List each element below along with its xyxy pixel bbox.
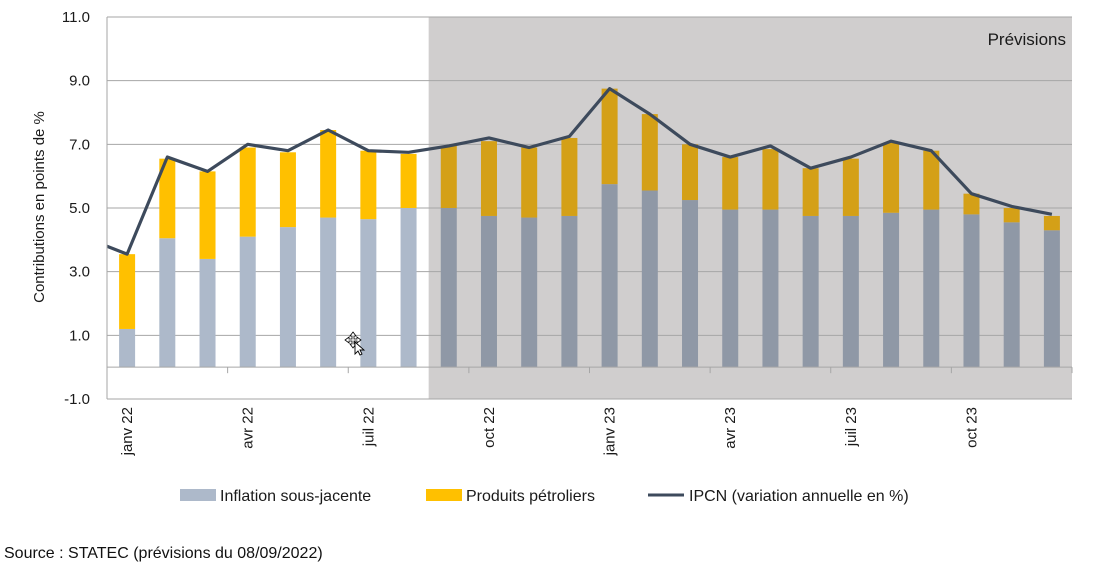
bar-core-inflation xyxy=(802,215,819,368)
line-ipcn xyxy=(106,87,1053,256)
bar-petroleum xyxy=(239,147,256,237)
x-tick-label: juil 22 xyxy=(360,407,377,447)
bar-core-inflation xyxy=(480,215,497,368)
bar-petroleum xyxy=(722,157,739,210)
bar-core-inflation xyxy=(360,219,377,368)
bar-petroleum xyxy=(883,142,900,213)
y-tick-label: -1.0 xyxy=(64,391,90,408)
bar-core-inflation xyxy=(320,217,337,368)
bar-petroleum xyxy=(279,152,296,228)
bar-core-inflation xyxy=(239,236,256,368)
bar-petroleum xyxy=(119,254,136,329)
bar-core-inflation xyxy=(1003,222,1020,368)
bar-core-inflation xyxy=(199,258,216,368)
bar-core-inflation xyxy=(883,212,900,368)
legend-item-core-inflation: Inflation sous-jacente xyxy=(180,488,371,505)
bar-core-inflation xyxy=(561,215,578,368)
grid-lines xyxy=(107,16,1072,400)
bars-layer xyxy=(119,88,1060,368)
bar-petroleum xyxy=(320,130,337,218)
x-tick-label: juil 23 xyxy=(843,407,860,447)
bar-core-inflation xyxy=(762,209,779,368)
bar-core-inflation xyxy=(641,190,658,368)
bar-core-inflation xyxy=(842,215,859,368)
axes-layer: -1.0 1.0 3.0 5.0 7.0 9.0 11.0 janv 22 avr 22 juil… xyxy=(62,9,1073,456)
y-tick-label: 11.0 xyxy=(62,9,90,26)
bar-petroleum xyxy=(360,150,377,220)
bar-core-inflation xyxy=(279,227,296,368)
x-tick-label: oct 22 xyxy=(481,407,498,448)
bar-petroleum xyxy=(440,145,457,208)
y-tick-label: 1.0 xyxy=(69,327,90,344)
legend-swatch-core-inflation xyxy=(180,489,216,501)
legend-label-petroleum: Produits pétroliers xyxy=(466,488,595,505)
bar-petroleum xyxy=(682,144,699,201)
bar-petroleum xyxy=(199,171,216,259)
y-axis-title: Contributions en points de % xyxy=(31,111,48,303)
bar-core-inflation xyxy=(440,208,457,368)
legend-item-petroleum: Produits pétroliers xyxy=(426,488,595,505)
bar-petroleum xyxy=(521,147,538,218)
legend: Inflation sous-jacente Produits pétrolie… xyxy=(180,488,909,505)
bar-petroleum xyxy=(963,193,980,215)
x-tick-label: oct 23 xyxy=(963,407,980,448)
legend-label-ipcn: IPCN (variation annuelle en %) xyxy=(689,488,909,505)
bar-petroleum xyxy=(159,158,176,239)
bar-core-inflation xyxy=(601,184,618,368)
y-tick-label: 9.0 xyxy=(69,73,90,90)
bar-petroleum xyxy=(400,153,417,208)
bar-core-inflation xyxy=(159,238,176,368)
bar-core-inflation xyxy=(722,209,739,368)
bar-petroleum xyxy=(1003,208,1020,223)
bar-core-inflation xyxy=(400,208,417,368)
bar-petroleum xyxy=(601,88,618,185)
bar-petroleum xyxy=(802,168,819,216)
bar-petroleum xyxy=(923,150,940,210)
x-tick-label: janv 22 xyxy=(119,407,136,456)
bar-petroleum xyxy=(762,149,779,210)
x-tick-label: janv 23 xyxy=(602,407,619,456)
legend-label-core-inflation: Inflation sous-jacente xyxy=(220,488,371,505)
y-tick-label: 5.0 xyxy=(69,200,90,217)
bar-core-inflation xyxy=(963,214,980,368)
bar-core-inflation xyxy=(1043,230,1060,368)
legend-swatch-petroleum xyxy=(426,489,462,501)
source-note: Source : STATEC (prévisions du 08/09/202… xyxy=(4,545,323,562)
bar-core-inflation xyxy=(119,328,136,368)
legend-item-ipcn: IPCN (variation annuelle en %) xyxy=(648,488,909,505)
bar-petroleum xyxy=(480,141,497,216)
forecast-label: Prévisions xyxy=(988,30,1066,49)
x-tick-label: avr 22 xyxy=(240,407,257,449)
bar-petroleum xyxy=(561,137,578,216)
bar-core-inflation xyxy=(923,209,940,368)
bar-petroleum xyxy=(1043,215,1060,231)
bar-core-inflation xyxy=(521,217,538,368)
y-tick-label: 7.0 xyxy=(69,136,90,153)
line-layer xyxy=(106,87,1053,256)
move-cursor-icon xyxy=(344,331,366,356)
x-tick-label: avr 23 xyxy=(722,407,739,449)
bar-petroleum xyxy=(842,158,859,216)
y-tick-label: 3.0 xyxy=(69,264,90,281)
bar-petroleum xyxy=(641,114,658,191)
bar-core-inflation xyxy=(682,200,699,368)
